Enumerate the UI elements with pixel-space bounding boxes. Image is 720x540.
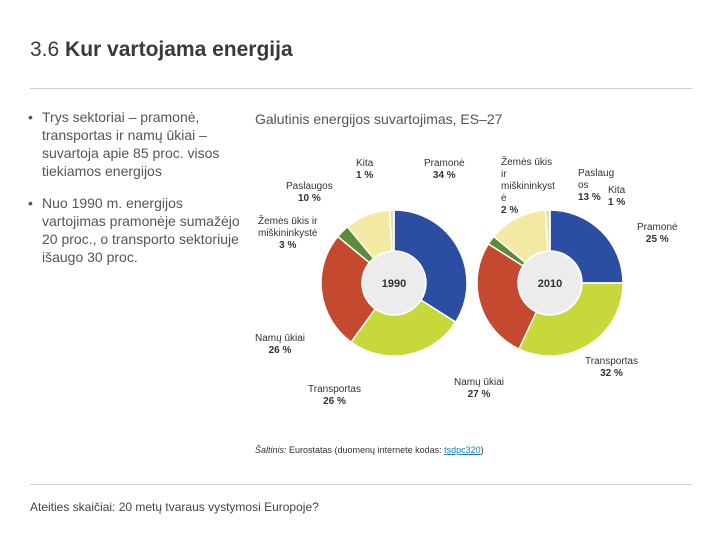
slide-number: 3.6 (30, 38, 60, 61)
donut-hole-2010 (519, 252, 581, 314)
slice-2010-kita (544, 209, 551, 252)
source-text: Eurostatas (duomenų internete kodas: (286, 445, 445, 455)
donut-chart-2010: 2010 (476, 209, 624, 357)
source-label: Šaltinis: (255, 445, 287, 455)
label-1990-paslaugos: Paslaugos 10 % (286, 181, 333, 204)
footer-divider (30, 484, 692, 485)
label-2010-paslaugos: Paslaug os 13 % (578, 168, 615, 203)
source-close: ) (480, 445, 484, 455)
label-2010-namu-ukiai: Namų ūkiai 27 % (454, 377, 505, 400)
slice-2010-transportas (517, 282, 624, 357)
label-2010-pramone: Pramonė 25 % (637, 222, 678, 245)
source-note: Šaltinis: Eurostatas (duomenų internete … (255, 445, 484, 455)
footer-text: Ateities skaičiai: 20 metų tvaraus vysty… (30, 500, 319, 514)
donut-year-1990: 1990 (382, 278, 406, 290)
slice-2010-namų-ūkiai (476, 242, 538, 351)
donut-year-2010: 2010 (538, 278, 562, 290)
donut-chart-1990: 1990 (320, 209, 468, 357)
label-2010-kita: Kita 1 % (608, 185, 626, 208)
source-link[interactable]: tsdpc320 (444, 445, 481, 455)
slide-heading: Kur vartojama energija (65, 38, 293, 61)
label-1990-namu-ukiai: Namų ūkiai 26 % (255, 333, 306, 356)
slice-1990-pramonė (393, 209, 468, 324)
chart-title: Galutinis energijos suvartojimas, ES–27 (255, 111, 503, 127)
title-divider (30, 88, 692, 89)
donut-hole-1990 (363, 252, 425, 314)
label-1990-transportas: Transportas 26 % (308, 384, 361, 407)
slide-title: 3.6 Kur vartojama energija (30, 38, 293, 62)
slice-1990-kita (388, 209, 395, 252)
slice-2010-pramonė (549, 209, 624, 284)
label-1990-pramone: Pramonė 34 % (424, 158, 465, 181)
label-2010-zemes-ukis: Žemės ūkis ir miškininkyst ė 2 % (501, 157, 555, 216)
label-1990-zemes-ukis: Žemės ūkis ir miškininkystė 3 % (258, 216, 318, 251)
bullet-list: Trys sektoriai – pramonė, transportas ir… (28, 108, 243, 280)
bullet-item: Nuo 1990 m. energijos vartojimas pramonė… (28, 194, 243, 266)
slice-1990-transportas (350, 299, 457, 357)
slice-1990-namų-ūkiai (320, 235, 377, 344)
bullet-item: Trys sektoriai – pramonė, transportas ir… (28, 108, 243, 180)
label-1990-kita: Kita 1 % (356, 158, 374, 181)
label-2010-transportas: Transportas 32 % (585, 356, 638, 379)
